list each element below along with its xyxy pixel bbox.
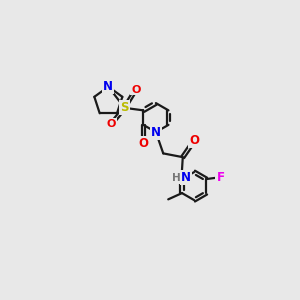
Text: O: O xyxy=(189,134,199,147)
Text: O: O xyxy=(138,137,148,150)
Text: F: F xyxy=(216,171,224,184)
Text: H: H xyxy=(172,173,181,183)
Text: N: N xyxy=(103,80,113,93)
Text: O: O xyxy=(131,85,140,94)
Text: N: N xyxy=(181,171,191,184)
Text: N: N xyxy=(151,126,161,139)
Text: O: O xyxy=(106,119,116,129)
Text: S: S xyxy=(120,101,129,114)
